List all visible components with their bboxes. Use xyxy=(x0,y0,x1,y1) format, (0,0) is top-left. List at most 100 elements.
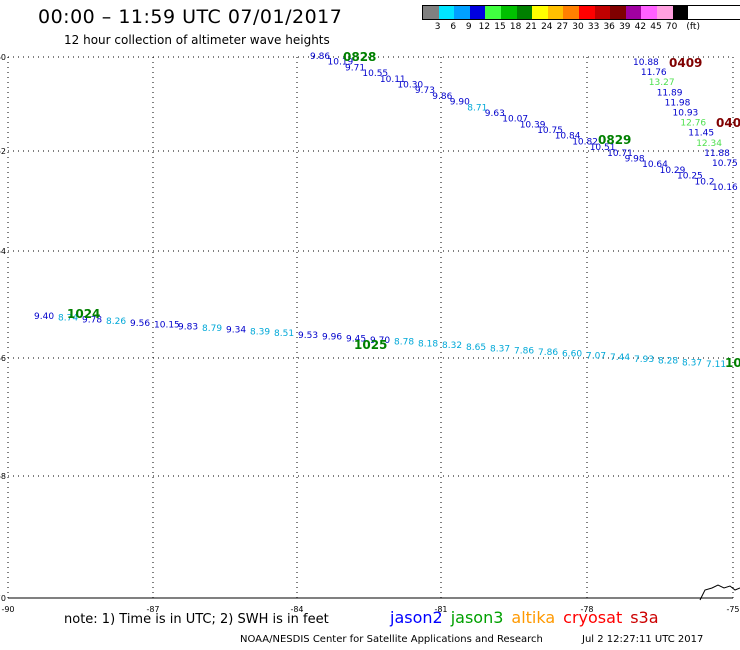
legend-label: 3 xyxy=(434,22,441,32)
legend-label: 30 xyxy=(572,22,584,32)
legend-swatch xyxy=(423,6,439,19)
satellite-s3a: s3a xyxy=(630,608,659,627)
satellite-jason2: jason2 xyxy=(390,608,443,627)
wave-height-label: 8.71 xyxy=(467,103,487,113)
footer-note: note: 1) Time is in UTC; 2) SWH is in fe… xyxy=(64,612,329,627)
latitude-tick-label: -62 xyxy=(0,147,6,156)
wave-height-label: 12.76 xyxy=(680,119,706,129)
wave-height-label: 9.86 xyxy=(310,52,330,62)
wave-height-label: 10.51 xyxy=(590,143,616,153)
pass-time-label: 1024 xyxy=(67,307,100,321)
legend-swatch xyxy=(610,6,626,19)
legend-label: 70 xyxy=(665,22,678,32)
legend-swatch xyxy=(532,6,548,19)
legend-swatch xyxy=(516,6,533,19)
wave-height-label: 10.25 xyxy=(677,172,703,182)
legend-label: 9 xyxy=(465,22,472,32)
wave-height-label: 6.60 xyxy=(562,350,582,360)
wave-height-label: 8.37 xyxy=(682,358,702,368)
wave-height-label: 9.71 xyxy=(345,63,365,73)
wave-height-label: 10.75 xyxy=(712,159,738,169)
track-right-column: 10.8811.7613.2711.8911.9810.9312.7611.45… xyxy=(633,58,738,169)
wave-height-label: 10.07 xyxy=(502,115,528,125)
legend-swatch xyxy=(454,6,470,19)
wave-height-label: 11.98 xyxy=(665,98,691,108)
latitude-tick-label: -60 xyxy=(0,53,6,62)
legend-label: 45 xyxy=(650,22,662,32)
satellite-cryosat: cryosat xyxy=(563,608,623,627)
wave-height-label: 10.75 xyxy=(537,126,563,136)
wave-height-label: 10.30 xyxy=(397,81,423,91)
wave-height-label: 10.16 xyxy=(712,183,738,193)
wave-height-label: 9.45 xyxy=(346,334,366,344)
wave-height-label: 11.88 xyxy=(704,149,730,159)
wave-height-label: 9.63 xyxy=(485,109,505,119)
legend-swatch xyxy=(641,6,657,19)
wave-height-label: 10.2 xyxy=(695,177,715,187)
legend-labels: 3 6 9 12 15 18 21 24 27 30 33 36 39 42 45 70 (ft) xyxy=(422,20,740,34)
wave-height-label: 10.39 xyxy=(520,120,546,130)
wave-height-label: 7.11 xyxy=(706,360,726,370)
longitude-tick-label: -75 xyxy=(726,605,739,614)
wave-height-label: 8.18 xyxy=(418,339,438,349)
wave-height-label: 8.79 xyxy=(202,324,222,334)
legend-swatch-bar xyxy=(422,5,740,20)
legend-label: 6 xyxy=(450,22,457,32)
legend-label: 24 xyxy=(541,22,553,32)
pass-time-label: 0829 xyxy=(598,133,631,147)
wave-height-label: 8.39 xyxy=(250,327,270,337)
longitude-tick-label: -81 xyxy=(434,605,447,614)
map-grid xyxy=(7,56,734,599)
satellite-jason3: jason3 xyxy=(450,608,504,627)
wave-height-label: 8.74 xyxy=(58,314,78,324)
legend-swatch xyxy=(625,6,642,19)
pass-time-label: 0828 xyxy=(343,50,376,64)
wave-height-label: 10.15 xyxy=(154,321,180,331)
latitude-tick-label: -68 xyxy=(0,472,6,481)
coastline xyxy=(699,584,740,601)
wave-height-label: 7.07 xyxy=(586,351,606,361)
wave-height-label: 7.93 xyxy=(634,355,654,365)
legend-label: 39 xyxy=(619,22,631,32)
wave-height-label: 13.27 xyxy=(649,78,675,88)
legend-swatch xyxy=(469,6,486,19)
wave-height-label: 9.83 xyxy=(178,322,198,332)
legend-swatch xyxy=(438,6,455,19)
legend-label: 12 xyxy=(478,22,491,32)
wave-height-label: 10.71 xyxy=(607,149,633,159)
legend-swatch xyxy=(578,6,595,19)
wave-height-label: 11.89 xyxy=(657,88,683,98)
latitude-axis: -60 -62 -64 -66 -68 -70 xyxy=(0,53,6,603)
wave-height-label: 8.65 xyxy=(466,343,486,353)
legend-label: 18 xyxy=(509,22,522,32)
longitude-tick-label: -90 xyxy=(1,605,14,614)
pass-time-label: 0409 xyxy=(669,56,702,70)
wave-height-label: 8.32 xyxy=(442,341,462,351)
longitude-tick-label: -78 xyxy=(580,605,593,614)
latitude-tick-label: -70 xyxy=(0,594,6,603)
longitude-tick-label: -84 xyxy=(290,605,303,614)
wave-height-label: 8.37 xyxy=(490,345,510,355)
latitude-tick-label: -64 xyxy=(0,247,6,256)
wave-height-label: 10.84 xyxy=(555,132,581,142)
wave-height-label: 10.82 xyxy=(572,137,598,147)
legend-swatch xyxy=(563,6,579,19)
wave-height-label: 9.86 xyxy=(432,92,452,102)
wave-height-label: 9.56 xyxy=(130,319,150,329)
longitude-tick-label: -87 xyxy=(146,605,159,614)
wave-height-label: 10.19 xyxy=(328,58,354,68)
legend-label: 15 xyxy=(494,22,506,32)
track-upper: 9.8610.199.7110.5510.1110.309.739.869.90… xyxy=(310,52,738,193)
satellite-legend: jason2 jason3 altika cryosat s3a xyxy=(390,608,667,627)
legend-label: 21 xyxy=(525,22,537,32)
legend-unit: (ft) xyxy=(686,22,700,32)
wave-height-color-legend: 3 6 9 12 15 18 21 24 27 30 33 36 39 42 45 70 (ft) xyxy=(422,5,740,34)
wave-height-label: 12.34 xyxy=(696,139,722,149)
wave-height-label: 10.88 xyxy=(633,58,659,68)
wave-height-label: 10.11 xyxy=(380,75,406,85)
wave-height-label: 9.98 xyxy=(625,155,645,165)
wave-height-label: 10.55 xyxy=(362,69,388,79)
generation-timestamp: Jul 2 12:27:11 UTC 2017 xyxy=(582,634,704,645)
legend-label: 33 xyxy=(587,22,600,32)
track-lower: 9.40 8.74 9.78 8.26 9.56 10.159.83 8.79 9.34 8.3… xyxy=(34,312,726,370)
